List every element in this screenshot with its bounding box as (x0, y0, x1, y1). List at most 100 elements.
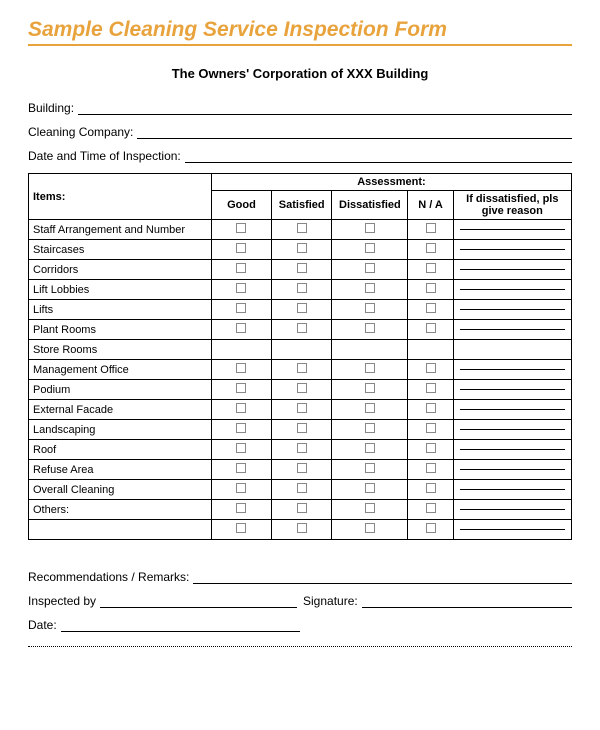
checkbox-na[interactable] (426, 523, 436, 533)
date-input-line[interactable] (61, 631, 300, 632)
reason-input-line[interactable] (460, 289, 565, 290)
checkbox-satisfied[interactable] (297, 323, 307, 333)
reason-input-line[interactable] (460, 269, 565, 270)
checkbox-cell-good (211, 380, 271, 400)
reason-input-line[interactable] (460, 369, 565, 370)
reason-input-line[interactable] (460, 489, 565, 490)
checkbox-na[interactable] (426, 403, 436, 413)
company-input-line[interactable] (137, 138, 572, 139)
checkbox-good[interactable] (236, 423, 246, 433)
checkbox-good[interactable] (236, 503, 246, 513)
checkbox-cell-good (211, 320, 271, 340)
checkbox-satisfied[interactable] (297, 463, 307, 473)
checkbox-cell-satisfied (272, 240, 332, 260)
checkbox-satisfied[interactable] (297, 423, 307, 433)
checkbox-satisfied[interactable] (297, 263, 307, 273)
reason-input-line[interactable] (460, 309, 565, 310)
reason-input-line[interactable] (460, 389, 565, 390)
checkbox-cell-dissatisfied (332, 340, 408, 360)
checkbox-dissatisfied[interactable] (365, 223, 375, 233)
reason-cell (453, 320, 571, 340)
signature-row: Inspected by Signature: (28, 594, 572, 608)
reason-cell (453, 340, 571, 360)
checkbox-good[interactable] (236, 323, 246, 333)
checkbox-na[interactable] (426, 243, 436, 253)
datetime-input-line[interactable] (185, 162, 572, 163)
table-row: Podium (29, 380, 572, 400)
header-satisfied: Satisfied (272, 191, 332, 220)
checkbox-good[interactable] (236, 303, 246, 313)
checkbox-good[interactable] (236, 403, 246, 413)
checkbox-cell-good (211, 300, 271, 320)
checkbox-na[interactable] (426, 483, 436, 493)
checkbox-na[interactable] (426, 463, 436, 473)
checkbox-good[interactable] (236, 263, 246, 273)
checkbox-satisfied[interactable] (297, 483, 307, 493)
checkbox-dissatisfied[interactable] (365, 483, 375, 493)
inspected-input-line[interactable] (100, 607, 297, 608)
checkbox-na[interactable] (426, 443, 436, 453)
checkbox-dissatisfied[interactable] (365, 503, 375, 513)
checkbox-satisfied[interactable] (297, 443, 307, 453)
checkbox-dissatisfied[interactable] (365, 463, 375, 473)
checkbox-good[interactable] (236, 363, 246, 373)
checkbox-dissatisfied[interactable] (365, 263, 375, 273)
reason-input-line[interactable] (460, 529, 565, 530)
checkbox-satisfied[interactable] (297, 503, 307, 513)
checkbox-dissatisfied[interactable] (365, 423, 375, 433)
checkbox-na[interactable] (426, 383, 436, 393)
reason-input-line[interactable] (460, 449, 565, 450)
checkbox-satisfied[interactable] (297, 383, 307, 393)
checkbox-na[interactable] (426, 363, 436, 373)
table-row: Others: (29, 500, 572, 520)
checkbox-satisfied[interactable] (297, 363, 307, 373)
reason-input-line[interactable] (460, 249, 565, 250)
checkbox-na[interactable] (426, 303, 436, 313)
checkbox-dissatisfied[interactable] (365, 283, 375, 293)
checkbox-na[interactable] (426, 503, 436, 513)
checkbox-good[interactable] (236, 383, 246, 393)
checkbox-good[interactable] (236, 223, 246, 233)
signature-input-line[interactable] (362, 607, 572, 608)
checkbox-good[interactable] (236, 443, 246, 453)
checkbox-dissatisfied[interactable] (365, 383, 375, 393)
checkbox-satisfied[interactable] (297, 223, 307, 233)
reason-input-line[interactable] (460, 429, 565, 430)
checkbox-dissatisfied[interactable] (365, 363, 375, 373)
recommendations-input-line[interactable] (193, 583, 572, 584)
checkbox-good[interactable] (236, 483, 246, 493)
checkbox-na[interactable] (426, 263, 436, 273)
checkbox-dissatisfied[interactable] (365, 443, 375, 453)
checkbox-dissatisfied[interactable] (365, 323, 375, 333)
reason-input-line[interactable] (460, 409, 565, 410)
checkbox-good[interactable] (236, 283, 246, 293)
checkbox-good[interactable] (236, 243, 246, 253)
company-field: Cleaning Company: (28, 125, 572, 139)
checkbox-cell-na (408, 260, 453, 280)
checkbox-dissatisfied[interactable] (365, 303, 375, 313)
checkbox-dissatisfied[interactable] (365, 523, 375, 533)
checkbox-good[interactable] (236, 523, 246, 533)
reason-input-line[interactable] (460, 469, 565, 470)
checkbox-satisfied[interactable] (297, 283, 307, 293)
reason-cell (453, 220, 571, 240)
building-input-line[interactable] (78, 114, 572, 115)
reason-input-line[interactable] (460, 229, 565, 230)
reason-cell (453, 280, 571, 300)
checkbox-dissatisfied[interactable] (365, 403, 375, 413)
checkbox-satisfied[interactable] (297, 243, 307, 253)
checkbox-good[interactable] (236, 463, 246, 473)
checkbox-na[interactable] (426, 283, 436, 293)
item-label: Staff Arrangement and Number (29, 220, 212, 240)
reason-input-line[interactable] (460, 509, 565, 510)
reason-input-line[interactable] (460, 329, 565, 330)
checkbox-na[interactable] (426, 423, 436, 433)
checkbox-cell-dissatisfied (332, 380, 408, 400)
checkbox-dissatisfied[interactable] (365, 243, 375, 253)
checkbox-na[interactable] (426, 323, 436, 333)
checkbox-satisfied[interactable] (297, 403, 307, 413)
checkbox-satisfied[interactable] (297, 303, 307, 313)
checkbox-na[interactable] (426, 223, 436, 233)
item-label: Roof (29, 440, 212, 460)
checkbox-satisfied[interactable] (297, 523, 307, 533)
